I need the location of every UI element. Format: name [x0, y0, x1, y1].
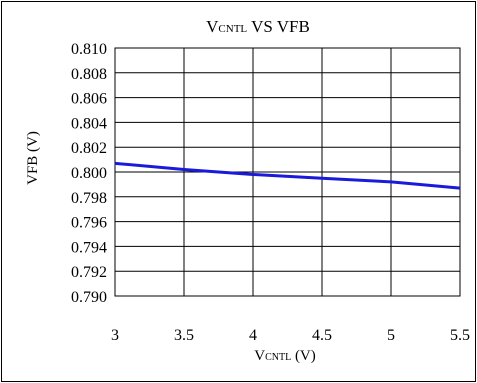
plot-area [114, 47, 461, 297]
x-tick-label: 5 [387, 327, 395, 344]
y-tick-label: 0.794 [71, 239, 107, 256]
y-tick-label: 0.798 [71, 190, 107, 207]
series-layer [114, 161, 461, 190]
y-tick-label: 0.796 [71, 215, 107, 232]
y-tick-label: 0.790 [71, 289, 107, 306]
y-tick-label: 0.802 [71, 140, 107, 157]
y-tick-label: 0.804 [71, 115, 107, 132]
y-axis-label: VFB (V) [25, 131, 41, 185]
y-tick-labels: 0.810 0.808 0.806 0.804 0.802 0.800 0.798 0.796… [71, 41, 107, 306]
x-tick-label: 3.5 [174, 327, 194, 344]
x-tick-labels: 3 3.5 4 4.5 5 5.5 [111, 327, 470, 344]
grid-lines [114, 47, 461, 297]
x-axis-label: VCNTL (V) [254, 348, 316, 364]
x-tick-label: 4.5 [312, 327, 332, 344]
x-tick-label: 4 [249, 327, 257, 344]
series-line [114, 161, 461, 190]
y-tick-label: 0.808 [71, 66, 107, 83]
x-tick-label: 3 [111, 327, 119, 344]
chart-title: VCNTL VS VFB [206, 17, 310, 36]
y-tick-label: 0.810 [71, 41, 107, 58]
x-tick-label: 5.5 [450, 327, 470, 344]
y-tick-label: 0.792 [71, 264, 107, 281]
y-tick-label: 0.800 [71, 165, 107, 182]
y-tick-label: 0.806 [71, 91, 107, 108]
